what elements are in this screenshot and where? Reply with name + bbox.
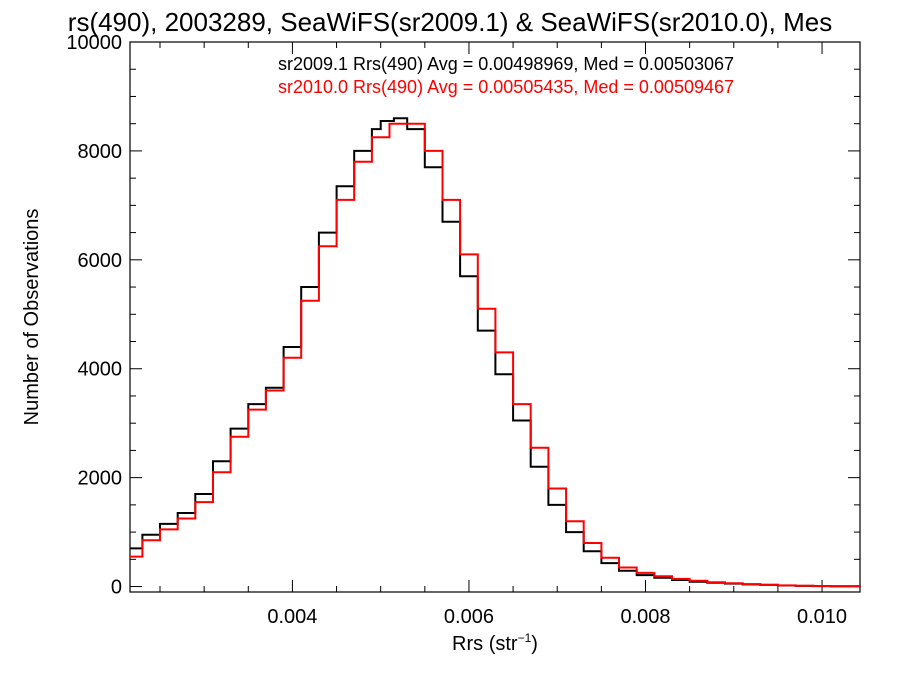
y-tick-label: 10000: [66, 32, 122, 54]
y-tick-label: 0: [111, 577, 122, 599]
x-tick-label: 0.010: [797, 606, 847, 628]
legend-entry-sr2010: sr2010.0 Rrs(490) Avg = 0.00505435, Med …: [278, 77, 734, 97]
x-tick-label: 0.004: [267, 606, 317, 628]
x-axis-label-superscript: −1: [518, 631, 532, 645]
y-axis-label: Number of Observations: [21, 209, 43, 426]
chart-title: rs(490), 2003289, SeaWiFS(sr2009.1) & Se…: [68, 7, 832, 37]
y-tick-label: 8000: [78, 141, 123, 163]
y-tick-label: 4000: [78, 359, 123, 381]
series-line-sr2010: [130, 122, 861, 588]
x-tick-label: 0.008: [620, 606, 670, 628]
x-tick-label: 0.006: [444, 606, 494, 628]
axis-ticks: 0 2000 4000 6000 8000 10000 0.004 0.006 0.008 0.0…: [66, 32, 860, 628]
series-lines: [130, 117, 861, 588]
y-tick-label: 2000: [78, 468, 123, 490]
legend-entry-sr2009: sr2009.1 Rrs(490) Avg = 0.00498969, Med …: [278, 54, 734, 74]
x-axis-label: Rrs (str−1): [452, 631, 538, 655]
plot-frame: [129, 41, 861, 593]
y-tick-label: 6000: [78, 250, 123, 272]
